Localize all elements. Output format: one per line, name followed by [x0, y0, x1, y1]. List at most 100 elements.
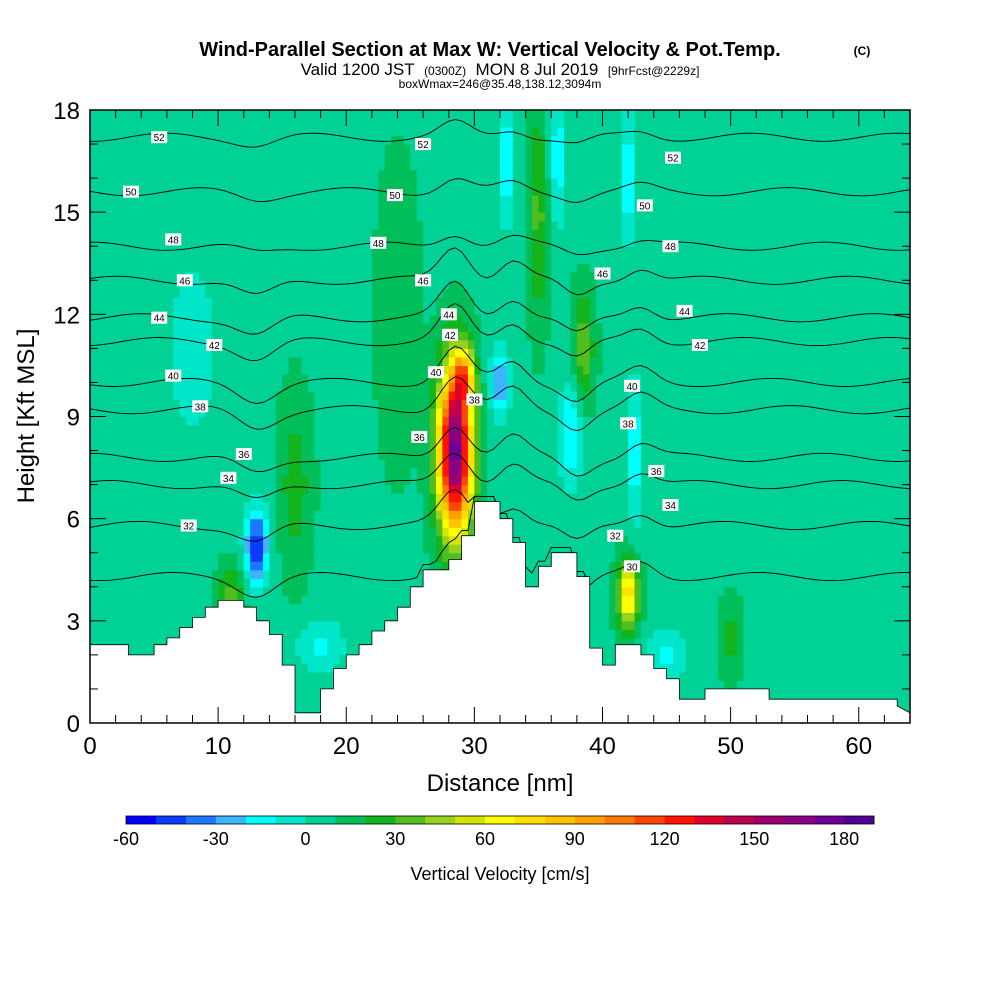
field-cell	[141, 603, 149, 613]
field-cell	[102, 416, 110, 426]
field-cell	[205, 442, 213, 452]
field-cell	[391, 135, 399, 145]
field-cell	[307, 110, 315, 120]
field-cell	[237, 569, 245, 579]
field-cell	[154, 178, 162, 188]
field-cell	[269, 552, 277, 562]
field-cell	[269, 186, 277, 196]
field-cell	[295, 186, 303, 196]
field-cell	[301, 144, 309, 154]
field-cell	[211, 399, 219, 409]
field-cell	[282, 544, 290, 554]
field-cell	[500, 135, 508, 145]
field-cell	[378, 527, 386, 537]
field-cell	[122, 356, 130, 367]
field-cell	[519, 484, 527, 494]
field-cell	[397, 254, 405, 264]
field-cell	[487, 280, 495, 290]
field-cell	[333, 161, 341, 171]
field-cell	[256, 229, 264, 239]
field-cell	[346, 518, 354, 528]
field-cell	[314, 314, 322, 324]
field-cell	[448, 493, 456, 503]
field-cell	[109, 161, 117, 171]
field-cell	[243, 322, 251, 332]
field-cell	[243, 476, 251, 486]
field-cell	[198, 425, 206, 435]
field-cell	[378, 493, 386, 503]
field-cell	[128, 314, 136, 324]
field-cell	[179, 416, 187, 426]
field-cell	[327, 271, 335, 281]
field-cell	[237, 110, 245, 120]
field-cell	[429, 220, 437, 230]
field-cell	[96, 195, 104, 205]
field-cell	[102, 305, 110, 315]
field-cell	[198, 254, 206, 264]
field-cell	[487, 407, 495, 418]
field-cell	[429, 348, 437, 358]
field-cell	[205, 178, 213, 188]
field-cell	[211, 195, 219, 205]
field-cell	[403, 118, 411, 128]
field-cell	[455, 203, 463, 213]
field-cell	[262, 305, 270, 315]
field-cell	[423, 314, 431, 324]
field-cell	[532, 544, 540, 554]
field-cell	[275, 561, 283, 571]
field-cell	[218, 578, 226, 588]
field-cell	[314, 578, 322, 588]
field-cell	[224, 110, 232, 120]
field-cell	[371, 518, 379, 528]
field-cell	[186, 186, 194, 196]
field-cell	[519, 390, 527, 401]
field-cell	[115, 612, 123, 622]
field-cell	[416, 229, 424, 239]
field-cell	[327, 671, 335, 682]
field-cell	[403, 339, 411, 349]
field-cell	[474, 127, 482, 137]
field-cell	[179, 510, 187, 520]
field-cell	[90, 322, 98, 332]
field-cell	[128, 305, 136, 315]
field-cell	[224, 288, 232, 298]
field-cell	[269, 110, 277, 120]
field-cell	[467, 203, 475, 213]
field-cell	[333, 425, 341, 435]
field-cell	[295, 135, 303, 145]
field-cell	[256, 135, 264, 145]
field-cell	[141, 271, 149, 281]
field-cell	[141, 476, 149, 486]
field-cell	[301, 305, 309, 315]
field-cell	[525, 527, 533, 537]
field-cell	[435, 356, 443, 367]
field-cell	[198, 212, 206, 222]
field-cell	[448, 407, 456, 418]
field-cell	[346, 561, 354, 571]
field-cell	[109, 246, 117, 256]
field-cell	[102, 442, 110, 452]
field-cell	[211, 569, 219, 579]
field-cell	[179, 407, 187, 418]
field-cell	[327, 322, 335, 332]
field-cell	[109, 339, 117, 349]
field-cell	[448, 518, 456, 528]
field-cell	[301, 459, 309, 469]
field-cell	[359, 569, 367, 579]
field-cell	[250, 271, 258, 281]
field-cell	[173, 390, 181, 401]
field-cell	[173, 195, 181, 205]
field-cell	[327, 382, 335, 392]
field-cell	[262, 382, 270, 392]
field-cell	[154, 620, 162, 630]
field-cell	[147, 510, 155, 520]
field-cell	[275, 535, 283, 545]
field-cell	[352, 144, 360, 154]
field-cell	[90, 484, 98, 494]
field-cell	[512, 459, 520, 469]
field-cell	[391, 322, 399, 332]
field-cell	[224, 544, 232, 554]
field-cell	[288, 178, 296, 188]
field-cell	[461, 110, 469, 120]
field-cell	[391, 169, 399, 179]
